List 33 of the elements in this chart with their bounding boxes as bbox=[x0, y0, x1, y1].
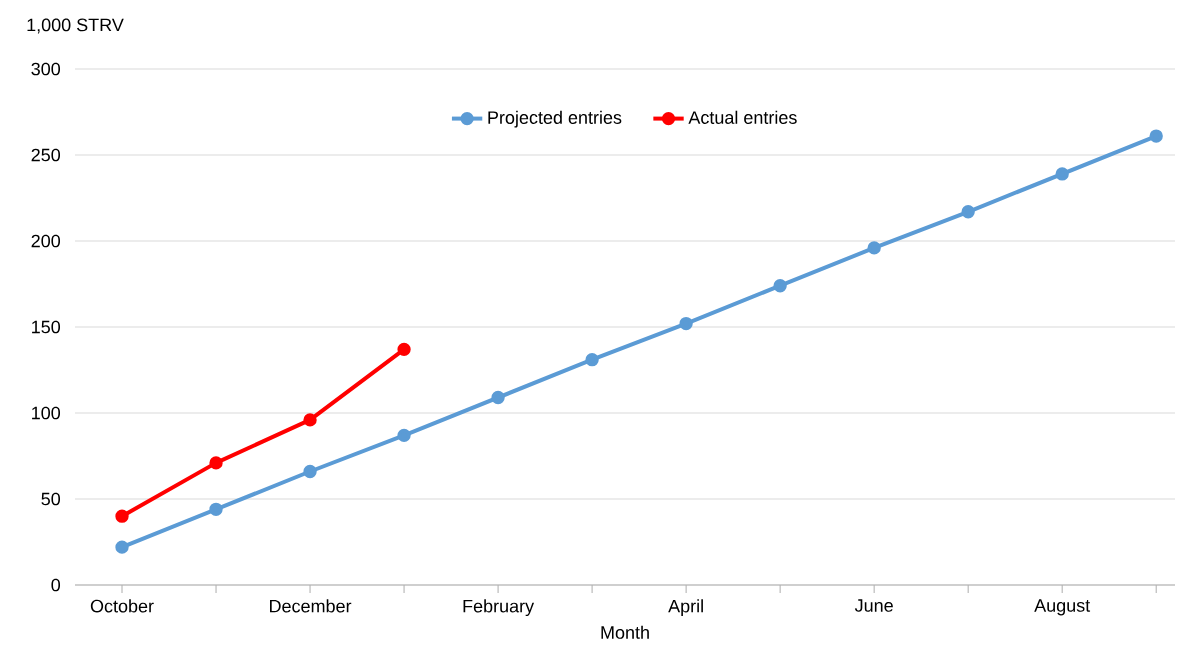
x-tick-label: June bbox=[854, 599, 893, 612]
y-tick-label: 0 bbox=[51, 578, 61, 592]
point bbox=[209, 502, 223, 516]
point bbox=[397, 428, 411, 443]
x-axis-title: Month bbox=[601, 625, 649, 639]
x-tick-label: December bbox=[270, 599, 352, 613]
y-tick-label: 50 bbox=[41, 492, 61, 506]
point bbox=[303, 464, 317, 479]
point bbox=[1149, 129, 1163, 143]
y-tick-label: 150 bbox=[32, 320, 61, 334]
x-tick-label: February bbox=[463, 599, 535, 617]
point bbox=[679, 316, 693, 331]
x-tick-label: August bbox=[1034, 599, 1091, 616]
point bbox=[115, 540, 129, 554]
y-tick-label: 300 bbox=[31, 62, 61, 76]
point bbox=[303, 413, 317, 427]
point bbox=[1055, 167, 1069, 181]
y-tick-label: 100 bbox=[32, 406, 61, 420]
x-tick-label: October bbox=[90, 599, 154, 613]
point bbox=[773, 279, 787, 293]
y-axis-title: 1,000 STRV bbox=[27, 18, 124, 34]
point bbox=[209, 456, 223, 470]
y-tick-label: 250 bbox=[31, 148, 61, 162]
point bbox=[491, 390, 505, 405]
legend-label: Actual entries bbox=[688, 110, 797, 124]
point bbox=[961, 205, 975, 219]
point bbox=[397, 342, 411, 357]
point bbox=[867, 241, 881, 255]
y-tick-label: 200 bbox=[31, 234, 61, 248]
x-tick-label: April bbox=[668, 599, 703, 617]
point bbox=[115, 509, 129, 523]
legend-label: Projected entries bbox=[488, 110, 622, 128]
point bbox=[585, 353, 599, 367]
